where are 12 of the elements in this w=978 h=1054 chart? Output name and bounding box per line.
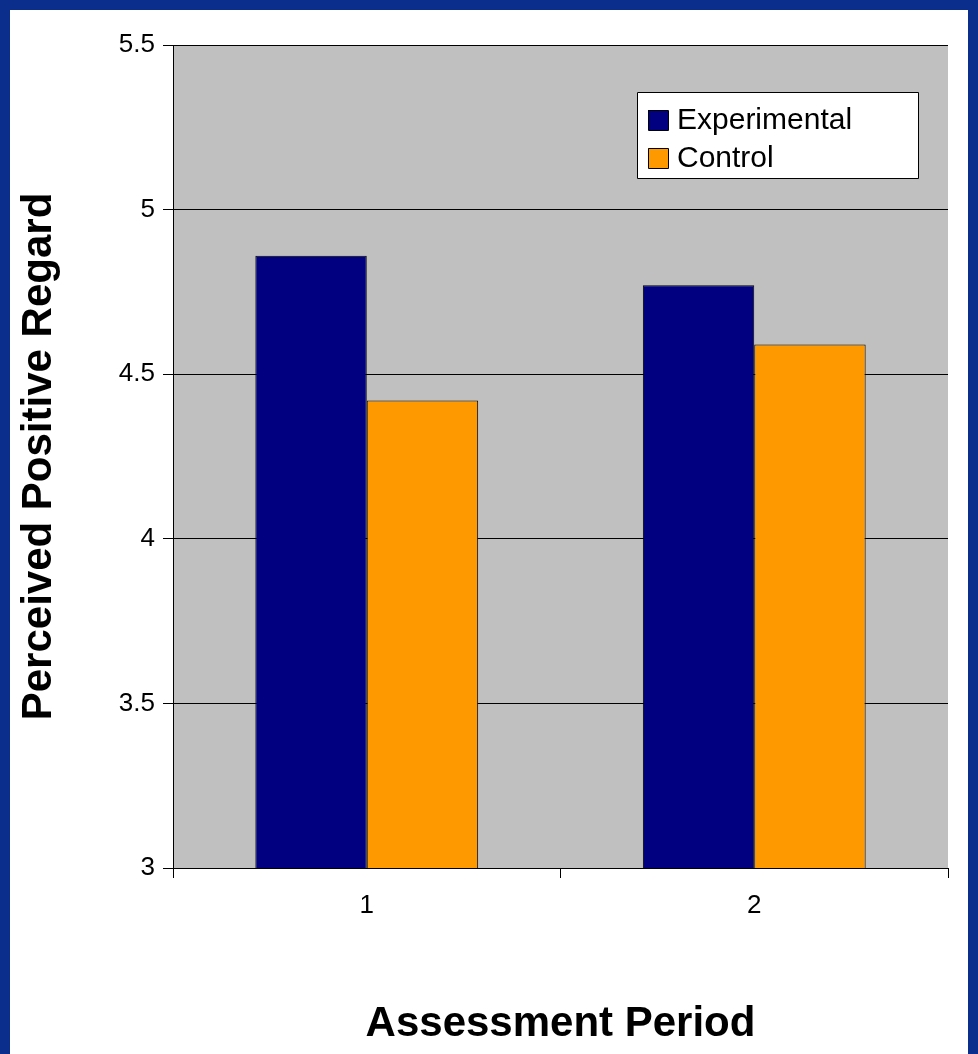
x-tick-label: 2 xyxy=(747,888,762,919)
y-axis-title: Perceived Positive Regard xyxy=(12,192,60,721)
x-tick-label: 1 xyxy=(359,888,374,919)
legend-label: Experimental xyxy=(677,102,853,136)
y-tick-label: 3 xyxy=(140,851,155,882)
legend-label: Control xyxy=(677,140,774,174)
y-tick-label: 4.5 xyxy=(118,357,155,388)
y-tick-label: 4 xyxy=(140,521,155,552)
y-tick-label: 5 xyxy=(140,192,155,223)
x-axis-title: Assessment Period xyxy=(365,998,756,1046)
y-tick-label: 5.5 xyxy=(118,28,155,59)
y-tick-label: 3.5 xyxy=(118,686,155,717)
